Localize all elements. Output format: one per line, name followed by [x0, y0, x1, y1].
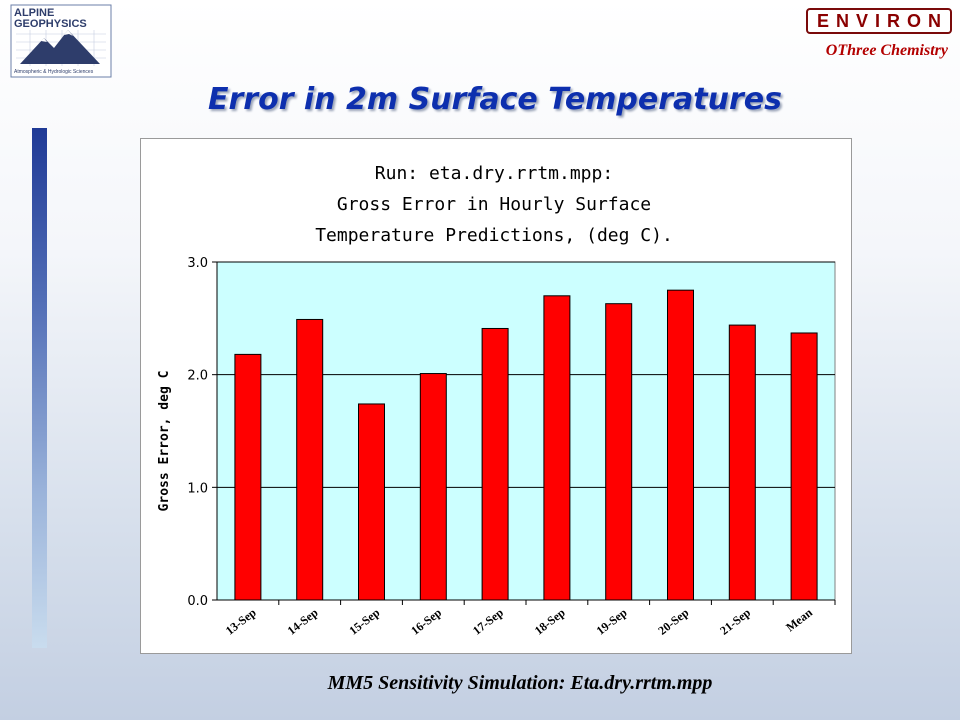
logo-line-3: Atmospheric & Hydrologic Sciences: [14, 69, 94, 75]
accent-bar: [32, 128, 47, 648]
bar-18-sep: [543, 295, 571, 601]
alpine-geophysics-logo: ALPINE GEOPHYSICS Atmospheric & Hydrolog…: [10, 4, 112, 78]
bar-15-sep: [358, 403, 385, 601]
logo-line-2: GEOPHYSICS: [14, 18, 87, 30]
y-tick-label: 0.0: [187, 594, 208, 609]
bar-mean: [790, 332, 818, 601]
bar-17-sep: [481, 327, 509, 601]
chart-title-line: Run: eta.dry.rrtm.mpp:: [375, 163, 613, 184]
mountain-logo-icon: ALPINE GEOPHYSICS Atmospheric & Hydrolog…: [10, 4, 112, 78]
chart-panel: Run: eta.dry.rrtm.mpp: Gross Error in Hou…: [140, 138, 852, 654]
y-tick-label: 2.0: [187, 369, 208, 384]
chart-title-line: Temperature Predictions, (deg C).: [315, 225, 673, 246]
x-tick-label: 17-Sep: [470, 605, 506, 638]
x-tick-label: 13-Sep: [223, 605, 259, 638]
x-tick-label: 16-Sep: [408, 605, 444, 638]
x-tick-label: 19-Sep: [594, 605, 630, 638]
x-tick-label: Mean: [783, 605, 815, 634]
logo-line-1: ALPINE: [14, 7, 54, 19]
x-tick-label: 20-Sep: [655, 605, 691, 638]
bar-20-sep: [667, 289, 694, 601]
slide-caption: MM5 Sensitivity Simulation: Eta.dry.rrtm…: [327, 672, 713, 694]
y-tick-label: 1.0: [187, 481, 208, 496]
bar-16-sep: [419, 373, 447, 601]
x-tick-label: 18-Sep: [532, 605, 568, 638]
othree-chemistry-label: OThree Chemistry: [825, 42, 948, 59]
y-axis-label: Gross Error, deg C: [157, 371, 172, 512]
x-tick-label: 15-Sep: [346, 605, 382, 638]
chart-title-line: Gross Error in Hourly Surface: [337, 194, 651, 215]
bar-14-sep: [296, 318, 324, 601]
bar-chart: Run: eta.dry.rrtm.mpp: Gross Error in Hou…: [157, 163, 836, 638]
bar-19-sep: [605, 303, 633, 601]
bar-13-sep: [234, 353, 262, 601]
bar-21-sep: [728, 324, 756, 601]
x-tick-label: 21-Sep: [717, 605, 753, 638]
environ-logo: ENVIRON: [806, 8, 952, 34]
x-tick-label: 14-Sep: [285, 605, 321, 638]
y-tick-label: 3.0: [187, 256, 208, 271]
page-title: Error in 2m Surface Temperatures: [208, 82, 782, 117]
